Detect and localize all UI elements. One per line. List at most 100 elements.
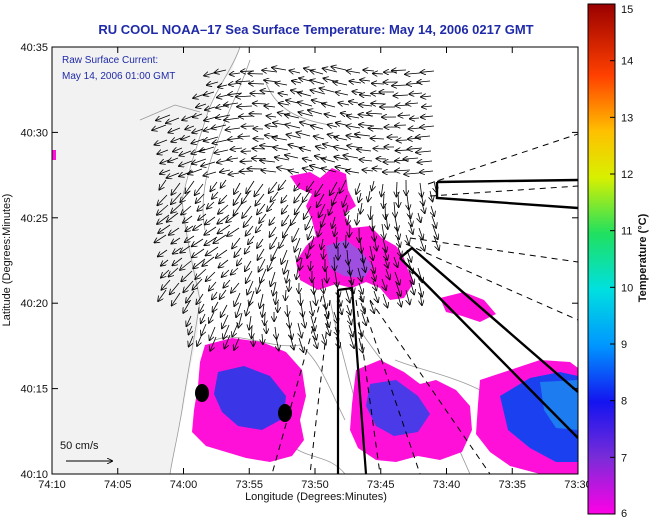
current-vector [261, 91, 275, 92]
current-vector [325, 114, 337, 117]
current-vector [210, 336, 217, 351]
chart-title: RU COOL NOAA–17 Sea Surface Temperature:… [98, 22, 533, 37]
current-vector [221, 304, 228, 317]
current-vector [275, 291, 277, 304]
current-vector [242, 151, 252, 152]
current-vector [206, 271, 216, 281]
current-vector [359, 337, 363, 352]
current-vector [189, 325, 192, 334]
current-vector [246, 300, 251, 315]
current-vector [407, 259, 413, 273]
current-vector [298, 92, 312, 96]
current-vector [331, 67, 347, 70]
colorbar-label: Temperature (°C) [637, 213, 649, 302]
current-vector [180, 260, 192, 270]
current-vector [183, 215, 193, 223]
x-tick-label: 73:35 [498, 479, 526, 491]
current-vector [236, 302, 242, 317]
current-vector [219, 259, 229, 268]
current-vector [234, 292, 241, 306]
current-vector [362, 257, 365, 272]
current-vector [275, 157, 290, 160]
y-tick-label: 40:25 [20, 213, 48, 225]
y-tick-label: 40:30 [20, 127, 48, 139]
current-vector [229, 173, 240, 175]
current-vector [189, 335, 194, 346]
current-vector [356, 182, 360, 194]
colorbar-tick-label: 9 [621, 339, 627, 351]
current-vector [152, 124, 167, 130]
current-vector [320, 88, 335, 93]
current-vector [308, 110, 323, 115]
current-vector [289, 171, 300, 173]
current-vector [307, 245, 310, 258]
current-vector [318, 223, 323, 237]
colorbar-tick-label: 14 [621, 56, 633, 68]
current-vector [213, 140, 228, 143]
current-vector [171, 192, 182, 204]
current-vector [420, 292, 422, 305]
current-vector [212, 291, 218, 299]
current-vector [303, 159, 313, 161]
current-vector [298, 102, 313, 107]
current-vector [300, 257, 302, 270]
current-vector [197, 203, 206, 211]
current-vector [403, 158, 419, 159]
current-vector [181, 136, 191, 139]
current-vector [396, 150, 409, 151]
current-vector [298, 337, 303, 352]
current-vector [397, 236, 400, 247]
current-vector [192, 158, 207, 164]
current-vector [355, 134, 371, 136]
current-vector [417, 81, 431, 82]
current-vector [404, 173, 420, 174]
current-vector [417, 267, 422, 282]
current-vector [275, 326, 277, 339]
colorbar: 6 7 8 9 10 11 12 13 14 15 Temperature (°C) [587, 3, 649, 519]
current-vector [310, 300, 313, 315]
current-vector [311, 90, 326, 95]
current-vector [271, 271, 276, 286]
current-vector [159, 179, 167, 190]
colorbar-tick-label: 15 [621, 4, 633, 16]
current-vector [421, 192, 424, 205]
current-vector [237, 257, 243, 265]
current-vector [305, 215, 313, 229]
current-vector [336, 291, 341, 306]
current-vector [430, 190, 433, 201]
current-vector [406, 289, 410, 304]
sst-patch-southwest-blue [214, 366, 286, 430]
current-vector [333, 82, 348, 85]
current-vector [166, 117, 180, 123]
current-vector [360, 95, 372, 96]
colorbar-tick-label: 7 [621, 452, 627, 464]
current-vector [384, 248, 387, 260]
current-vector [257, 203, 266, 214]
current-vector [409, 279, 414, 294]
current-vector [303, 190, 311, 202]
x-tick-label: 73:45 [367, 479, 395, 491]
current-vector [200, 146, 215, 151]
current-vector [196, 293, 204, 304]
current-vector [212, 125, 227, 128]
current-vector [359, 192, 361, 202]
current-vector [209, 311, 215, 323]
current-vector [406, 249, 411, 262]
current-vector [335, 326, 338, 336]
current-vector [321, 238, 323, 249]
current-vector [169, 227, 180, 235]
current-vector [185, 235, 195, 242]
sst-patch-east-small [440, 292, 496, 322]
current-vector [416, 151, 432, 152]
current-vector [418, 161, 433, 162]
current-vector [209, 281, 217, 291]
current-vector [383, 238, 386, 252]
current-vector [161, 259, 169, 266]
current-vector [348, 259, 351, 275]
current-vector [172, 292, 181, 305]
current-vector [408, 148, 423, 149]
current-vector [219, 194, 228, 203]
current-vector [348, 314, 351, 324]
x-tick-label: 74:10 [38, 479, 66, 491]
